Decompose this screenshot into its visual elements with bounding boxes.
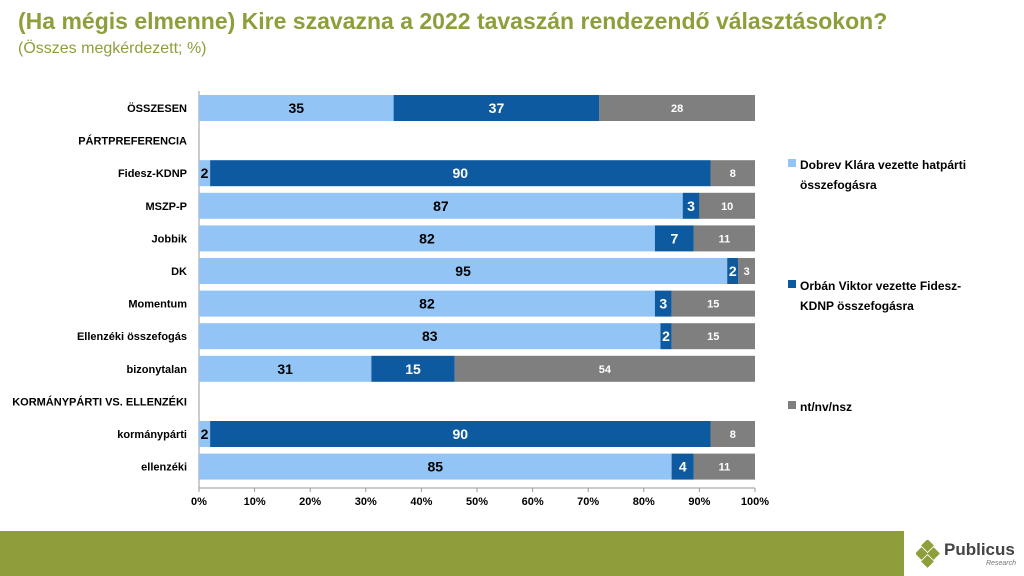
data-label: 82 [419, 296, 435, 312]
data-label: 3 [659, 296, 667, 312]
bar-segment [199, 453, 672, 480]
bar-segment [454, 355, 755, 382]
data-label: 10 [721, 201, 733, 213]
logo-subtext: Research [986, 560, 1016, 567]
bar-segment [199, 192, 683, 219]
bar-segment [210, 421, 711, 447]
category-label: Fidesz-KDNP [118, 168, 187, 180]
category-label: kormánypárti [117, 429, 187, 441]
x-tick-label: 50% [466, 496, 488, 508]
bar-segment [693, 453, 755, 480]
data-label: 11 [719, 233, 731, 245]
bar-segment [371, 355, 455, 382]
bar-segment [660, 323, 672, 350]
data-label: 2 [201, 426, 209, 442]
x-tick-label: 0% [191, 496, 207, 508]
bar-segment [199, 258, 728, 284]
bar-segment [199, 421, 211, 447]
bar-segment [199, 160, 211, 187]
data-label: 15 [405, 361, 421, 377]
legend-swatch-orban [788, 280, 796, 288]
x-tick-label: 20% [299, 496, 321, 508]
x-tick-label: 100% [741, 496, 769, 508]
data-label: 3 [744, 266, 750, 278]
data-label: 54 [599, 364, 612, 376]
category-label: MSZP-P [145, 201, 187, 213]
data-label: 85 [428, 459, 444, 475]
data-label: 4 [679, 459, 687, 475]
x-tick-label: 60% [522, 496, 544, 508]
data-label: 11 [719, 462, 731, 474]
bar-segment [671, 323, 755, 350]
bar-segment [710, 421, 755, 447]
bar-segment [210, 160, 711, 187]
data-label: 8 [730, 168, 736, 180]
data-label: 82 [419, 230, 435, 246]
bar-segment [671, 290, 755, 317]
data-label: 7 [670, 230, 678, 246]
bar-segment [199, 290, 655, 317]
bar-segment [654, 290, 672, 317]
data-label: 35 [289, 100, 305, 116]
bar-segment [199, 225, 655, 252]
data-label: 8 [730, 429, 736, 441]
legend-label-ntnvnsz: nt/nv/nsz [800, 400, 853, 414]
data-label: 28 [671, 103, 683, 115]
data-label: 37 [489, 100, 505, 116]
bar-segment [654, 225, 694, 252]
bar-segment [693, 225, 755, 252]
category-label: ellenzéki [141, 462, 187, 474]
data-label: 2 [201, 165, 209, 181]
bar-segment [199, 323, 661, 350]
x-tick-label: 90% [688, 496, 710, 508]
bar-segment [682, 192, 700, 219]
data-label: 83 [422, 328, 438, 344]
category-label: PÁRTPREFERENCIA [78, 135, 187, 148]
publicus-logo-icon [916, 540, 940, 568]
bar-segment [699, 192, 755, 219]
data-label: 15 [707, 331, 719, 343]
x-tick-label: 80% [633, 496, 655, 508]
publicus-logo: Publicus Research [914, 536, 1024, 576]
x-tick-label: 70% [577, 496, 599, 508]
legend-label-orban: Orbán Viktor vezette Fidesz-KDNP összefo… [800, 279, 962, 313]
category-label: KORMÁNYPÁRTI VS. ELLENZÉKI [12, 395, 187, 408]
data-label: 2 [662, 328, 670, 344]
bar-segment [599, 95, 755, 121]
bar-segment [710, 160, 755, 187]
footer-bar [0, 531, 904, 576]
legend-label-dobrev: Dobrev Klára vezette hatpárti összefogás… [800, 158, 967, 192]
logo-text: Publicus [944, 540, 1015, 559]
chart-title: (Ha mégis elmenne) Kire szavazna a 2022 … [18, 8, 888, 34]
category-label: DK [171, 266, 187, 278]
category-label: Jobbik [152, 233, 188, 245]
x-tick-label: 30% [355, 496, 377, 508]
category-label: bizonytalan [126, 364, 187, 376]
x-tick-label: 10% [244, 496, 266, 508]
data-label: 2 [729, 263, 737, 279]
category-label: Momentum [128, 299, 187, 311]
bar-segment [727, 258, 739, 284]
chart-subtitle: (Összes megkérdezett; %) [18, 40, 207, 57]
bar-segment [199, 95, 394, 121]
x-tick-label: 40% [410, 496, 432, 508]
data-label: 90 [453, 165, 469, 181]
data-label: 87 [433, 198, 449, 214]
legend-swatch-dobrev [788, 159, 796, 167]
legend-swatch-ntnvnsz [788, 401, 796, 409]
data-label: 95 [455, 263, 471, 279]
category-label: ÖSSZESEN [127, 102, 187, 115]
category-label: Ellenzéki összefogás [77, 331, 187, 343]
bar-segment [738, 258, 755, 284]
data-label: 90 [453, 426, 469, 442]
data-label: 31 [277, 361, 293, 377]
bar-segment [393, 95, 600, 121]
bar-segment [671, 453, 694, 480]
bar-segment [199, 355, 372, 382]
stacked-bar-chart: 0% 10% 20% 30% 40% 50% 60% 70% 80% 90% 100% ÖSSZESE… [12, 91, 769, 508]
data-label: 15 [707, 299, 719, 311]
data-label: 3 [687, 198, 695, 214]
